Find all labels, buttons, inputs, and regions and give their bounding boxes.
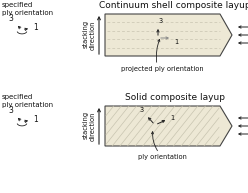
Text: 1: 1 — [33, 115, 38, 124]
Text: 1: 1 — [174, 39, 178, 45]
Text: projected ply orientation: projected ply orientation — [121, 66, 203, 72]
Polygon shape — [105, 106, 232, 146]
Text: 1: 1 — [33, 24, 38, 32]
Text: 3: 3 — [140, 107, 144, 113]
Text: Continuum shell composite layup: Continuum shell composite layup — [99, 1, 248, 10]
Text: 3: 3 — [9, 14, 14, 23]
Text: 1: 1 — [170, 115, 174, 121]
Text: Solid composite layup: Solid composite layup — [125, 93, 225, 102]
Text: ply orientation: ply orientation — [138, 154, 186, 160]
Text: stacking
direction: stacking direction — [83, 20, 96, 50]
Text: specified
ply orientation: specified ply orientation — [2, 94, 53, 108]
Text: stacking
direction: stacking direction — [83, 111, 96, 141]
Polygon shape — [105, 14, 232, 56]
Text: 3: 3 — [9, 106, 14, 115]
Text: specified
ply orientation: specified ply orientation — [2, 2, 53, 15]
Text: 3: 3 — [159, 18, 163, 24]
